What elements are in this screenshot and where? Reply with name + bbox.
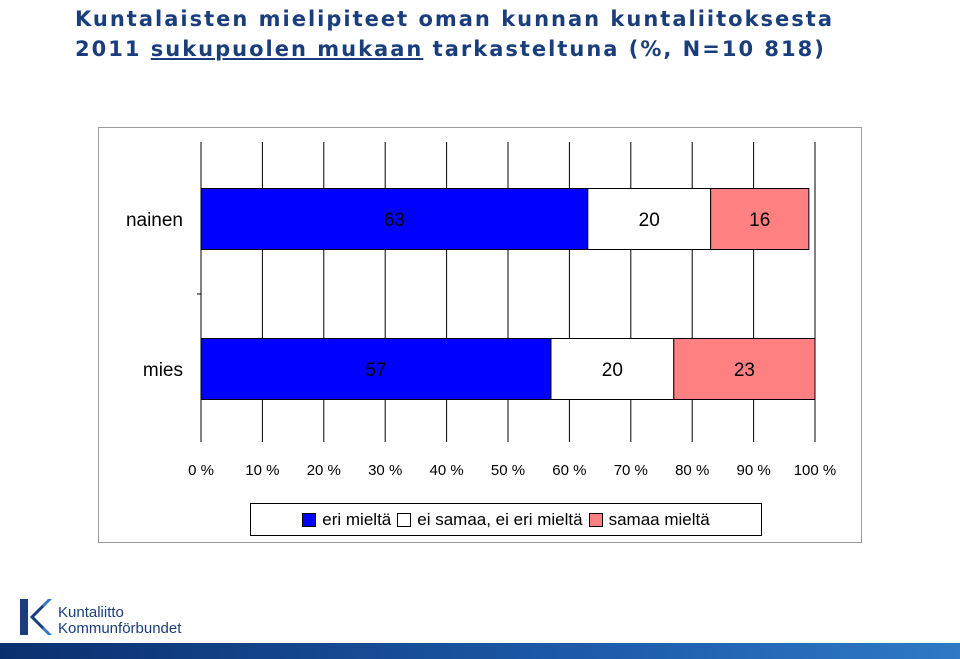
x-tick-label: 60 %	[552, 462, 586, 479]
logo-text-2: Kommunförbundet	[58, 620, 182, 637]
title-rest: tarkasteltuna (%, N=10 818)	[432, 37, 826, 61]
x-tick-label: 50 %	[491, 462, 525, 479]
title-line-1: Kuntalaisten mielipiteet oman kunnan kun…	[75, 7, 834, 31]
chart-legend: eri mieltä ei samaa, ei eri mieltä samaa…	[250, 503, 762, 536]
bar-nainen-1	[587, 188, 712, 250]
x-tick-label: 70 %	[614, 462, 648, 479]
legend-label-samaa: samaa mieltä	[608, 509, 710, 529]
data-label-mies-0: 57	[365, 360, 386, 381]
x-tick-label: 90 %	[736, 462, 770, 479]
title-underlined: sukupuolen mukaan	[150, 37, 424, 61]
category-label-mies: mies	[143, 360, 183, 381]
legend-item-eri: eri mieltä	[302, 510, 391, 530]
footer-band	[0, 643, 960, 659]
legend-swatch-eri	[302, 512, 317, 527]
x-tick-label: 100 %	[794, 462, 837, 479]
x-tick-label: 30 %	[368, 462, 402, 479]
chart-area: 63 20 16 nainen 57 20 23 mies 0 % 10 % 20 % 30 % 40 …	[98, 127, 862, 543]
legend-item-samaa: samaa mieltä	[588, 509, 710, 530]
bar-nainen-2	[710, 188, 810, 250]
x-tick-label: 20 %	[307, 462, 341, 479]
data-label-mies-1: 20	[602, 360, 623, 381]
data-label-mies-2: 23	[734, 360, 755, 381]
kuntaliitto-logo: Kuntaliitto Kommunförbundet	[18, 597, 188, 641]
x-tick-label: 80 %	[675, 462, 709, 479]
category-label-nainen: nainen	[126, 210, 183, 231]
data-label-nainen-1: 20	[639, 210, 660, 231]
bar-mies-2	[673, 338, 816, 400]
bar-nainen-0	[200, 188, 589, 250]
data-label-nainen-0: 63	[384, 210, 405, 231]
x-tick-label: 10 %	[245, 462, 279, 479]
legend-label-eri: eri mieltä	[322, 509, 392, 529]
x-tick-label: 40 %	[429, 462, 463, 479]
kuntaliitto-logo-icon	[20, 599, 52, 635]
legend-item-neutral: ei samaa, ei eri mieltä	[397, 509, 583, 530]
data-label-nainen-2: 16	[749, 210, 770, 231]
logo-text-1: Kuntaliitto	[58, 604, 124, 621]
title-line-2: 2011 sukupuolen mukaan tarkasteltuna (%,…	[75, 34, 945, 64]
chart-title: Kuntalaisten mielipiteet oman kunnan kun…	[75, 4, 945, 64]
legend-swatch-neutral	[397, 512, 412, 527]
title-year: 2011	[75, 37, 142, 61]
stacked-bar-chart: 63 20 16 nainen 57 20 23 mies 0 % 10 % 20 % 30 % 40 …	[126, 142, 837, 479]
legend-swatch-samaa	[588, 512, 603, 527]
x-tick-label: 0 %	[188, 462, 214, 479]
legend-label-neutral: ei samaa, ei eri mieltä	[417, 509, 583, 529]
bar-mies-0	[200, 338, 552, 400]
bar-mies-1	[550, 338, 675, 400]
